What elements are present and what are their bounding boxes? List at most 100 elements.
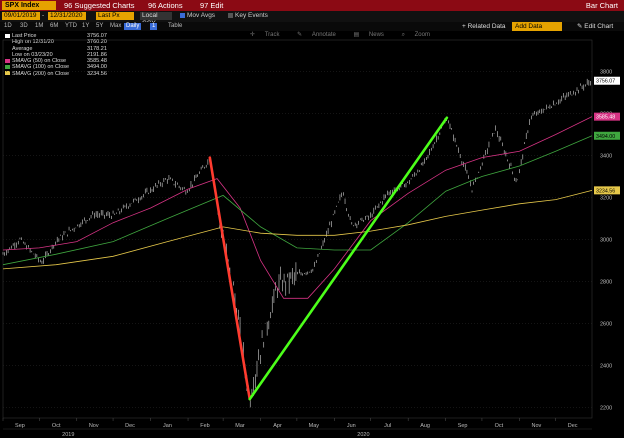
x-tick-label: Jan [163, 423, 172, 429]
track-tool[interactable]: ✛ Track [250, 32, 280, 38]
edit-chart-button[interactable]: ✎ Edit Chart [577, 23, 614, 30]
chart-tools: ✛ Track ✎ Annotate ▤ News ⌕ Zoom [250, 31, 446, 39]
legend-swatch [5, 40, 10, 44]
edit-menu[interactable]: 97 Edit [200, 1, 224, 10]
plus-icon: + [462, 23, 468, 30]
value-label: 3494.00 [596, 134, 615, 140]
plot-border [2, 39, 593, 419]
legend-swatch [5, 46, 10, 50]
value-label-bg [594, 186, 620, 195]
x-tick-label: Mar [235, 423, 245, 429]
period-ytd[interactable]: YTD [65, 23, 77, 29]
x-tick-label: Oct [52, 423, 61, 429]
value-label: 3585.48 [596, 115, 615, 121]
moving-averages [2, 116, 593, 299]
trend-line [248, 116, 449, 401]
top-menu-bar: SPX Index 96 Suggested Charts 96 Actions… [0, 0, 624, 11]
year-label: 2019 [62, 432, 74, 438]
y-tick-label: 2800 [600, 280, 612, 286]
x-tick-label: May [309, 423, 320, 429]
ticker-field[interactable]: SPX Index [2, 1, 56, 10]
currency-select[interactable]: Local CCY [140, 12, 172, 27]
trend-line [208, 156, 252, 401]
pencil-icon: ✎ [577, 23, 585, 30]
y-tick-label: 3600 [600, 112, 612, 118]
legend-swatch [5, 58, 10, 63]
related-data-button[interactable]: + Related Data [462, 23, 506, 30]
y-tick-label: 3400 [600, 154, 612, 160]
y-tick-label: 3000 [600, 238, 612, 244]
value-label: 3234.56 [596, 188, 615, 194]
chart-grid [2, 39, 593, 419]
add-data-field[interactable]: Add Data [512, 22, 562, 31]
period-max[interactable]: Max [110, 23, 122, 29]
x-tick-label: Sep [458, 423, 468, 429]
price-bars [2, 78, 591, 408]
x-tick-label: Oct [495, 423, 504, 429]
legend-last-price: Last Price 3756.07 [5, 33, 107, 39]
key-events-toggle[interactable]: Key Events [228, 12, 268, 20]
suggested-charts-menu[interactable]: 96 Suggested Charts [64, 1, 135, 10]
x-tick-label: Nov [531, 423, 541, 429]
moving-average-line [2, 116, 593, 299]
zoom-tool[interactable]: ⌕ Zoom [401, 32, 430, 38]
controls-bar: 09/01/2019 - 12/31/2020 Last Px Local CC… [0, 11, 624, 27]
moving-average-line [2, 135, 593, 266]
y-tick-label: 2600 [600, 322, 612, 328]
moving-average-line [2, 190, 593, 270]
table-button[interactable]: Table [168, 23, 183, 29]
period-5y[interactable]: 5Y [96, 23, 104, 29]
frequency-select[interactable]: Daily [124, 23, 142, 30]
trend-annotations [208, 116, 449, 401]
x-tick-label: Jul [384, 423, 391, 429]
year-label: 2020 [357, 432, 369, 438]
legend-smavg-200: SMAVG (200) on Close 3234.56 [5, 71, 107, 77]
checkbox-icon [228, 12, 233, 18]
y-axis: 2200 2400 2600 2800 3000 3200 3400 3600 3800 [600, 70, 612, 412]
value-label-bg [594, 76, 620, 85]
legend-swatch [5, 52, 10, 56]
legend-swatch [5, 65, 10, 70]
x-tick-label: Dec [568, 423, 578, 429]
news-tool[interactable]: ▤ News [353, 32, 384, 38]
start-date-field[interactable]: 09/01/2019 [2, 12, 40, 20]
value-label: 3756.07 [596, 79, 615, 85]
news-icon: ▤ [353, 32, 361, 38]
period-bar: 1D 3D 1M 6M YTD 1Y 5Y Max Daily 1 Table … [0, 22, 624, 31]
x-tick-label: Sep [15, 423, 25, 429]
period-1y[interactable]: 1Y [82, 23, 90, 29]
checkbox-icon [180, 12, 185, 18]
x-tick-label: Feb [200, 423, 209, 429]
interval-select[interactable]: 1 [150, 23, 158, 30]
annotate-icon: ✎ [297, 32, 304, 38]
x-tick-label: Nov [89, 423, 99, 429]
crosshair-icon: ✛ [250, 32, 257, 38]
mov-avgs-toggle[interactable]: Mov Avgs [180, 12, 215, 20]
x-axis: Sep Oct Nov Dec Jan Feb Mar Apr May Jun Jul Aug Sep O… [2, 418, 592, 438]
value-label-bg [594, 112, 620, 121]
x-tick-label: Aug [420, 423, 430, 429]
chart-type-title: Bar Chart [585, 1, 618, 10]
annotate-tool[interactable]: ✎ Annotate [297, 32, 336, 38]
period-3d[interactable]: 3D [20, 23, 28, 29]
end-date-field[interactable]: 12/31/2020 [48, 12, 86, 20]
right-value-labels: 3756.07 3585.48 3494.00 3234.56 [594, 76, 620, 195]
y-tick-label: 3200 [600, 196, 612, 202]
date-separator: - [42, 12, 45, 19]
legend-swatch [5, 71, 10, 76]
period-1m[interactable]: 1M [35, 23, 44, 29]
period-6m[interactable]: 6M [50, 23, 59, 29]
actions-menu[interactable]: 96 Actions [148, 1, 183, 10]
y-tick-label: 3800 [600, 70, 612, 76]
x-tick-label: Apr [273, 423, 282, 429]
period-1d[interactable]: 1D [4, 23, 12, 29]
legend-swatch [5, 33, 10, 38]
y-tick-label: 2200 [600, 406, 612, 412]
chart-legend: Last Price 3756.07 High on 12/31/20 3760.2… [5, 33, 107, 77]
x-tick-label: Dec [125, 423, 135, 429]
price-type-select[interactable]: Last Px [96, 12, 134, 20]
zoom-icon: ⌕ [401, 32, 407, 38]
x-tick-label: Jun [347, 423, 356, 429]
value-label-bg [594, 131, 620, 140]
y-tick-label: 2400 [600, 364, 612, 370]
